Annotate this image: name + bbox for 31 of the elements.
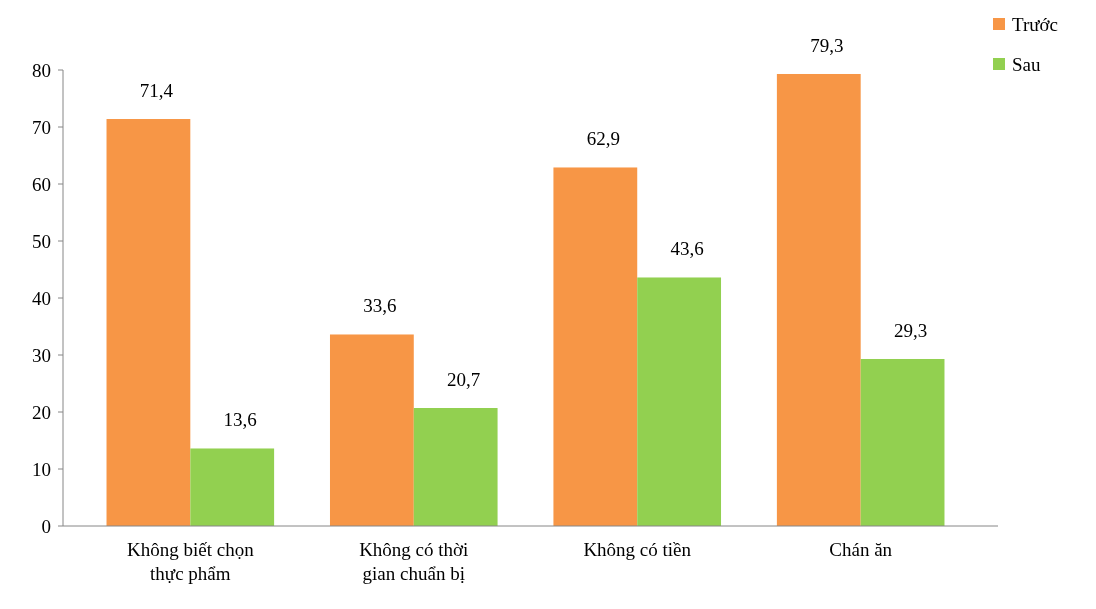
y-tick-label: 70 bbox=[32, 116, 51, 138]
y-tick-label: 20 bbox=[32, 401, 51, 423]
y-tick-label: 80 bbox=[32, 59, 51, 81]
x-tick-label: Không có thời gian chuẩn bị bbox=[359, 539, 469, 584]
data-label: 79,3 bbox=[810, 34, 844, 56]
data-label: 29,3 bbox=[893, 319, 928, 341]
y-tick-label: 60 bbox=[32, 173, 51, 195]
data-label: 33,6 bbox=[363, 295, 397, 317]
x-tick-label: Không có tiền bbox=[583, 539, 692, 560]
legend-label: Sau bbox=[1012, 53, 1041, 75]
bar bbox=[637, 277, 722, 526]
y-tick-label: 50 bbox=[32, 230, 51, 252]
bar bbox=[329, 334, 414, 526]
bar bbox=[106, 119, 191, 526]
data-label: 13,6 bbox=[223, 409, 257, 431]
data-label: 43,6 bbox=[670, 238, 704, 260]
y-tick-label: 10 bbox=[32, 458, 51, 480]
y-tick-label: 0 bbox=[41, 515, 51, 537]
legend-label: Trước bbox=[1012, 13, 1059, 35]
bar bbox=[413, 408, 498, 526]
bar bbox=[553, 167, 638, 526]
data-label: 71,4 bbox=[139, 80, 174, 102]
bar bbox=[190, 448, 275, 526]
data-label: 20,7 bbox=[447, 369, 481, 391]
bar bbox=[860, 358, 945, 526]
data-label: 62,9 bbox=[586, 128, 620, 150]
x-tick-label: Chán ăn bbox=[829, 539, 893, 560]
y-tick-label: 40 bbox=[32, 287, 51, 309]
y-tick-label: 30 bbox=[32, 344, 51, 366]
x-tick-label: Không biết chọn thực phẩm bbox=[126, 539, 255, 584]
bar bbox=[776, 73, 861, 526]
